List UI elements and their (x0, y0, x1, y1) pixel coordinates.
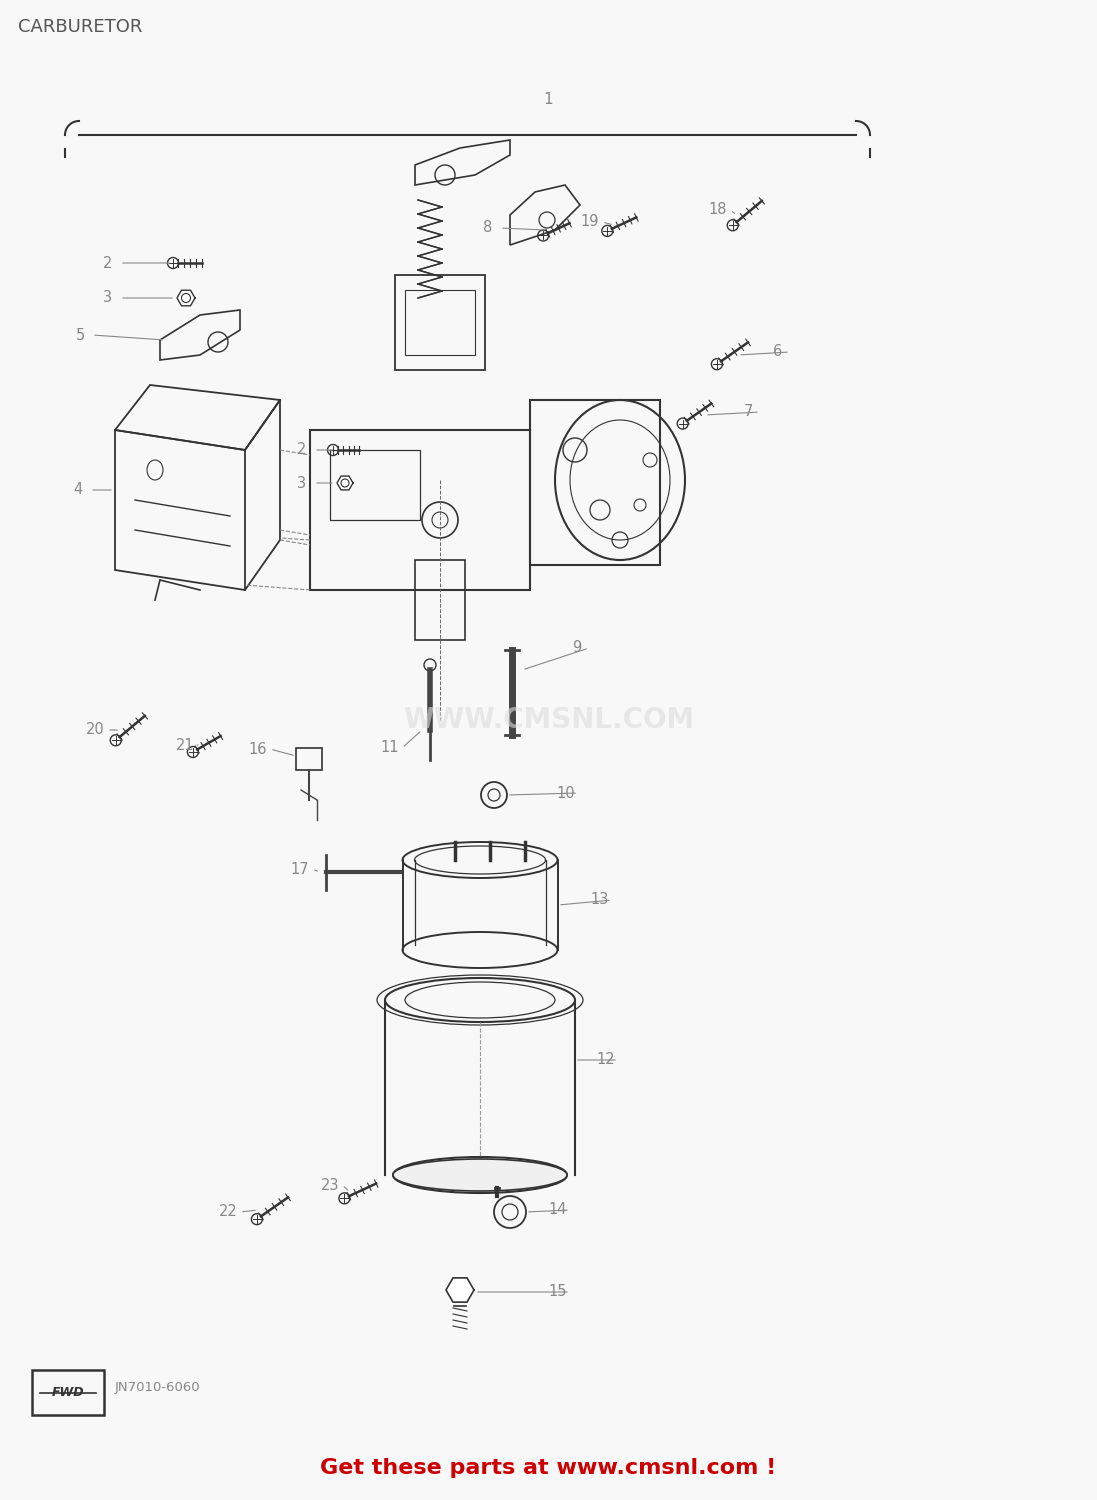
Text: 22: 22 (218, 1204, 237, 1219)
Text: FWD: FWD (52, 1386, 84, 1400)
Text: 10: 10 (556, 786, 575, 801)
Text: 9: 9 (573, 640, 581, 656)
Text: 2: 2 (103, 255, 113, 270)
Text: 5: 5 (76, 327, 84, 342)
Text: CARBURETOR: CARBURETOR (18, 18, 143, 36)
Text: 13: 13 (591, 892, 609, 908)
Polygon shape (337, 476, 353, 490)
Text: 12: 12 (597, 1053, 615, 1068)
Circle shape (341, 478, 349, 488)
Text: WWW.CMSNL.COM: WWW.CMSNL.COM (403, 706, 694, 734)
Text: 11: 11 (381, 741, 399, 756)
Bar (395, 274, 485, 370)
Text: 3: 3 (103, 291, 113, 306)
Bar (330, 450, 420, 520)
Text: 18: 18 (709, 202, 727, 217)
Ellipse shape (393, 1160, 567, 1191)
Text: 17: 17 (291, 861, 309, 876)
Polygon shape (177, 290, 195, 306)
Text: 1: 1 (543, 93, 553, 108)
Bar (32, 1370, 104, 1414)
Text: 6: 6 (773, 345, 782, 360)
Polygon shape (446, 1278, 474, 1302)
Text: 19: 19 (580, 214, 599, 230)
Bar (415, 560, 465, 640)
Text: 15: 15 (548, 1284, 567, 1299)
Bar (530, 400, 660, 566)
Text: 23: 23 (320, 1178, 339, 1192)
Bar (405, 290, 475, 356)
Text: 21: 21 (176, 738, 194, 753)
Text: JN7010-6060: JN7010-6060 (115, 1382, 201, 1395)
Circle shape (181, 294, 191, 303)
Text: 8: 8 (484, 220, 493, 236)
Text: Get these parts at www.cmsnl.com !: Get these parts at www.cmsnl.com ! (320, 1458, 777, 1478)
Bar (310, 430, 530, 590)
Text: 16: 16 (249, 741, 268, 756)
Text: 2: 2 (297, 442, 307, 458)
Text: 20: 20 (86, 723, 104, 738)
Text: 14: 14 (548, 1203, 567, 1218)
Text: 3: 3 (297, 476, 306, 490)
Text: 7: 7 (744, 405, 753, 420)
Bar (296, 748, 323, 770)
Text: 4: 4 (73, 483, 82, 498)
